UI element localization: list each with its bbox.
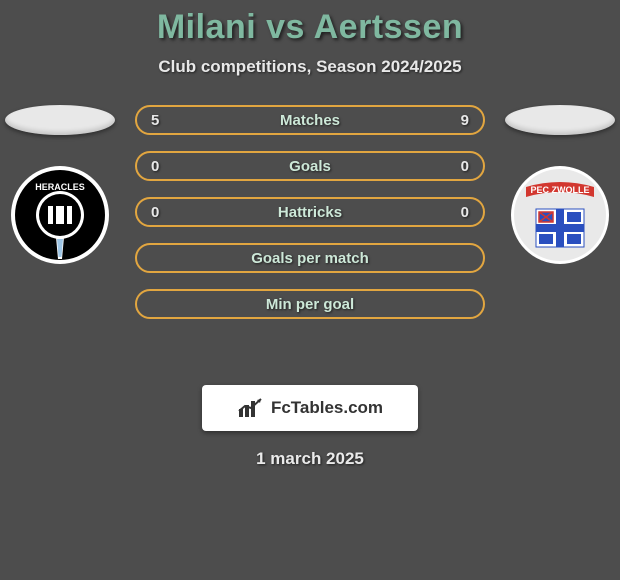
stat-bars: 5 Matches 9 0 Goals 0 0 Hattricks 0 Goal… (135, 105, 485, 319)
stat-left-value: 0 (151, 158, 171, 175)
stat-label: Goals (137, 158, 483, 175)
stat-bar-goals: 0 Goals 0 (135, 151, 485, 181)
right-club-badge-text: PEC ZWOLLE (531, 185, 590, 195)
container: Milani vs Aertssen Club competitions, Se… (0, 0, 620, 469)
player-photo-right (505, 105, 615, 135)
stat-bar-min-per-goal: Min per goal (135, 289, 485, 319)
left-club-badge-text: HERACLES (35, 182, 85, 192)
left-column: HERACLES (0, 105, 120, 265)
stat-right-value: 9 (449, 112, 469, 129)
stat-label: Hattricks (137, 204, 483, 221)
stat-bar-hattricks: 0 Hattricks 0 (135, 197, 485, 227)
stat-label: Matches (137, 112, 483, 129)
stat-left-value: 0 (151, 204, 171, 221)
bars-icon (237, 397, 265, 419)
brand-box: FcTables.com (202, 385, 418, 431)
date-footer: 1 march 2025 (0, 449, 620, 469)
player-photo-left (5, 105, 115, 135)
subtitle: Club competitions, Season 2024/2025 (0, 57, 620, 77)
pec-zwolle-badge-icon: PEC ZWOLLE (510, 165, 610, 265)
stat-left-value: 5 (151, 112, 171, 129)
stat-right-value: 0 (449, 158, 469, 175)
comparison-block: HERACLES PEC ZWOLLE (0, 105, 620, 365)
stat-label: Min per goal (137, 296, 483, 313)
stat-label: Goals per match (137, 250, 483, 267)
right-column: PEC ZWOLLE (500, 105, 620, 265)
page-title: Milani vs Aertssen (0, 8, 620, 47)
stat-bar-matches: 5 Matches 9 (135, 105, 485, 135)
brand-text: FcTables.com (271, 398, 383, 418)
stat-bar-goals-per-match: Goals per match (135, 243, 485, 273)
stat-right-value: 0 (449, 204, 469, 221)
heracles-badge-icon: HERACLES (10, 165, 110, 265)
right-club-badge: PEC ZWOLLE (510, 165, 610, 265)
left-club-badge: HERACLES (10, 165, 110, 265)
